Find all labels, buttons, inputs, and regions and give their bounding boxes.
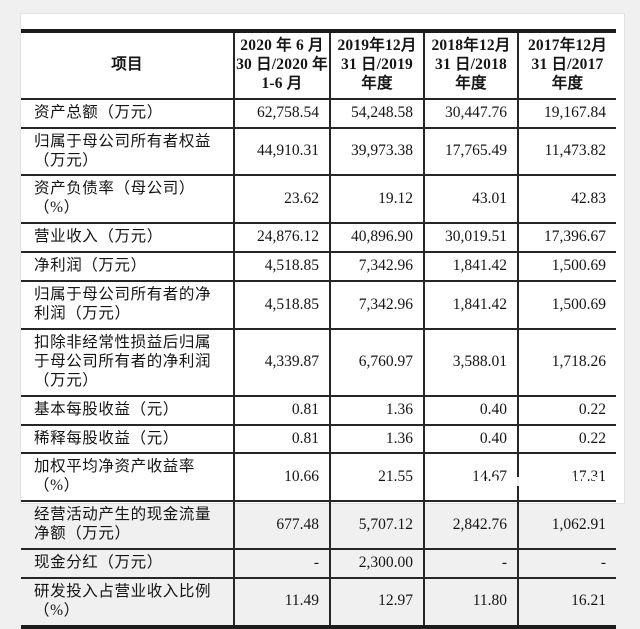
value-cell: 1,062.91 [517, 501, 616, 551]
value-cell: 17.31 [517, 453, 616, 503]
value-cell: 7,342.96 [329, 252, 424, 283]
value-cell: 11,473.82 [517, 127, 616, 177]
value-cell: 4,339.87 [233, 328, 330, 397]
value-cell: 39,973.38 [329, 127, 424, 177]
table-row: 归属于母公司所有者的净利润（万元） 4,518.85 7,342.96 1,84… [21, 281, 616, 330]
table-row: 资产总额（万元） 62,758.54 54,248.58 30,447.76 1… [21, 98, 616, 129]
value-cell: 14.67 [423, 453, 518, 503]
value-cell: 17,396.67 [517, 223, 616, 254]
value-cell: 677.48 [233, 501, 330, 551]
financial-summary-table: 项目 2020 年 6 月 30 日/2020 年 1-6 月 2019年12月… [21, 29, 616, 629]
value-cell: 44,910.31 [233, 127, 330, 177]
row-label: 净利润（万元） [21, 252, 234, 283]
value-cell: 3,588.01 [423, 328, 518, 397]
value-cell: 1,500.69 [517, 252, 616, 283]
value-cell: 30,447.76 [423, 98, 518, 129]
table-row: 净利润（万元） 4,518.85 7,342.96 1,841.42 1,500… [21, 252, 616, 283]
value-cell: 1,500.69 [517, 281, 616, 330]
value-cell: 7,342.96 [329, 281, 424, 330]
row-label: 稀释每股收益（元） [21, 424, 234, 455]
value-cell: 11.49 [233, 577, 330, 627]
value-cell: 1.36 [329, 424, 424, 455]
row-label: 现金分红（万元） [21, 549, 234, 579]
value-cell: 30,019.51 [423, 223, 518, 254]
value-cell: 1,841.42 [423, 252, 518, 283]
row-label: 加权平均净资产收益率（%） [21, 453, 234, 503]
table-row: 研发投入占营业收入比例（%） 11.49 12.97 11.80 16.21 [21, 577, 616, 627]
column-header-period-2019: 2019年12月 31 日/2019 年度 [329, 31, 424, 100]
value-cell: 2,300.00 [329, 549, 424, 579]
value-cell: 54,248.58 [329, 98, 424, 129]
value-cell: 6,760.97 [329, 328, 424, 397]
value-cell: 42.83 [517, 175, 616, 225]
row-label: 经营活动产生的现金流量净额（万元） [21, 501, 234, 551]
value-cell: 1,841.42 [423, 281, 518, 330]
value-cell: 10.66 [233, 453, 330, 503]
table-row: 稀释每股收益（元） 0.81 1.36 0.40 0.22 [21, 424, 616, 455]
value-cell: 21.55 [329, 453, 424, 503]
value-cell: 5,707.12 [329, 501, 424, 551]
value-cell: 43.01 [423, 175, 518, 225]
value-cell: 17,765.49 [423, 127, 518, 177]
value-cell: 11.80 [423, 577, 518, 627]
value-cell: 0.81 [233, 395, 330, 426]
row-label: 资产负债率（母公司）（%） [21, 175, 234, 225]
table-row: 扣除非经常性损益后归属于母公司所有者的净利润（万元） 4,339.87 6,76… [21, 328, 616, 397]
value-cell: - [423, 549, 518, 579]
value-cell: 4,518.85 [233, 281, 330, 330]
header-row: 项目 2020 年 6 月 30 日/2020 年 1-6 月 2019年12月… [21, 31, 616, 100]
value-cell: 1,718.26 [517, 328, 616, 397]
value-cell: 23.62 [233, 175, 330, 225]
row-label: 研发投入占营业收入比例（%） [34, 582, 212, 619]
value-cell: 0.81 [233, 424, 330, 455]
value-cell: 0.22 [517, 424, 616, 455]
table-row: 现金分红（万元） - 2,300.00 - - [21, 549, 616, 579]
table-row: 加权平均净资产收益率（%） 10.66 21.55 14.67 17.31 [21, 453, 616, 503]
value-cell: 12.97 [329, 577, 424, 627]
document-page: 项目 2020 年 6 月 30 日/2020 年 1-6 月 2019年12月… [20, 13, 625, 629]
value-cell: 19.12 [329, 175, 424, 225]
value-cell: 0.40 [423, 424, 518, 455]
column-header-period-2018: 2018年12月 31 日/2018 年度 [423, 31, 518, 100]
table-row: 归属于母公司所有者权益（万元） 44,910.31 39,973.38 17,7… [21, 127, 616, 177]
table-row: 资产负债率（母公司）（%） 23.62 19.12 43.01 42.83 [21, 175, 616, 225]
column-header-period-2017: 2017年12月 31 日/2017 年度 [517, 31, 616, 100]
value-cell: 19,167.84 [517, 98, 616, 129]
row-label: 资产总额（万元） [21, 98, 234, 129]
table-row: 基本每股收益（元） 0.81 1.36 0.40 0.22 [21, 395, 616, 426]
value-cell: 0.22 [517, 395, 616, 426]
value-cell: 1.36 [329, 395, 424, 426]
value-cell: - [233, 549, 330, 579]
row-label: 扣除非经常性损益后归属于母公司所有者的净利润（万元） [21, 328, 234, 397]
value-cell: 62,758.54 [233, 98, 330, 129]
value-cell: - [517, 549, 616, 579]
value-cell: 0.40 [423, 395, 518, 426]
table-row: 营业收入（万元） 24,876.12 40,896.90 30,019.51 1… [21, 223, 616, 254]
value-cell: 4,518.85 [233, 252, 330, 283]
value-cell: 16.21 [517, 577, 616, 627]
value-cell: 24,876.12 [233, 223, 330, 254]
row-label: 归属于母公司所有者的净利润（万元） [21, 281, 234, 330]
column-header-item: 项目 [21, 31, 234, 100]
value-cell: 40,896.90 [329, 223, 424, 254]
row-label: 基本每股收益（元） [21, 395, 234, 426]
row-label: 归属于母公司所有者权益（万元） [21, 127, 234, 177]
column-header-period-2020: 2020 年 6 月 30 日/2020 年 1-6 月 [233, 31, 330, 100]
row-label: 营业收入（万元） [21, 223, 234, 254]
table-row: 经营活动产生的现金流量净额（万元） 677.48 5,707.12 2,842.… [21, 501, 616, 551]
value-cell: 2,842.76 [423, 501, 518, 551]
